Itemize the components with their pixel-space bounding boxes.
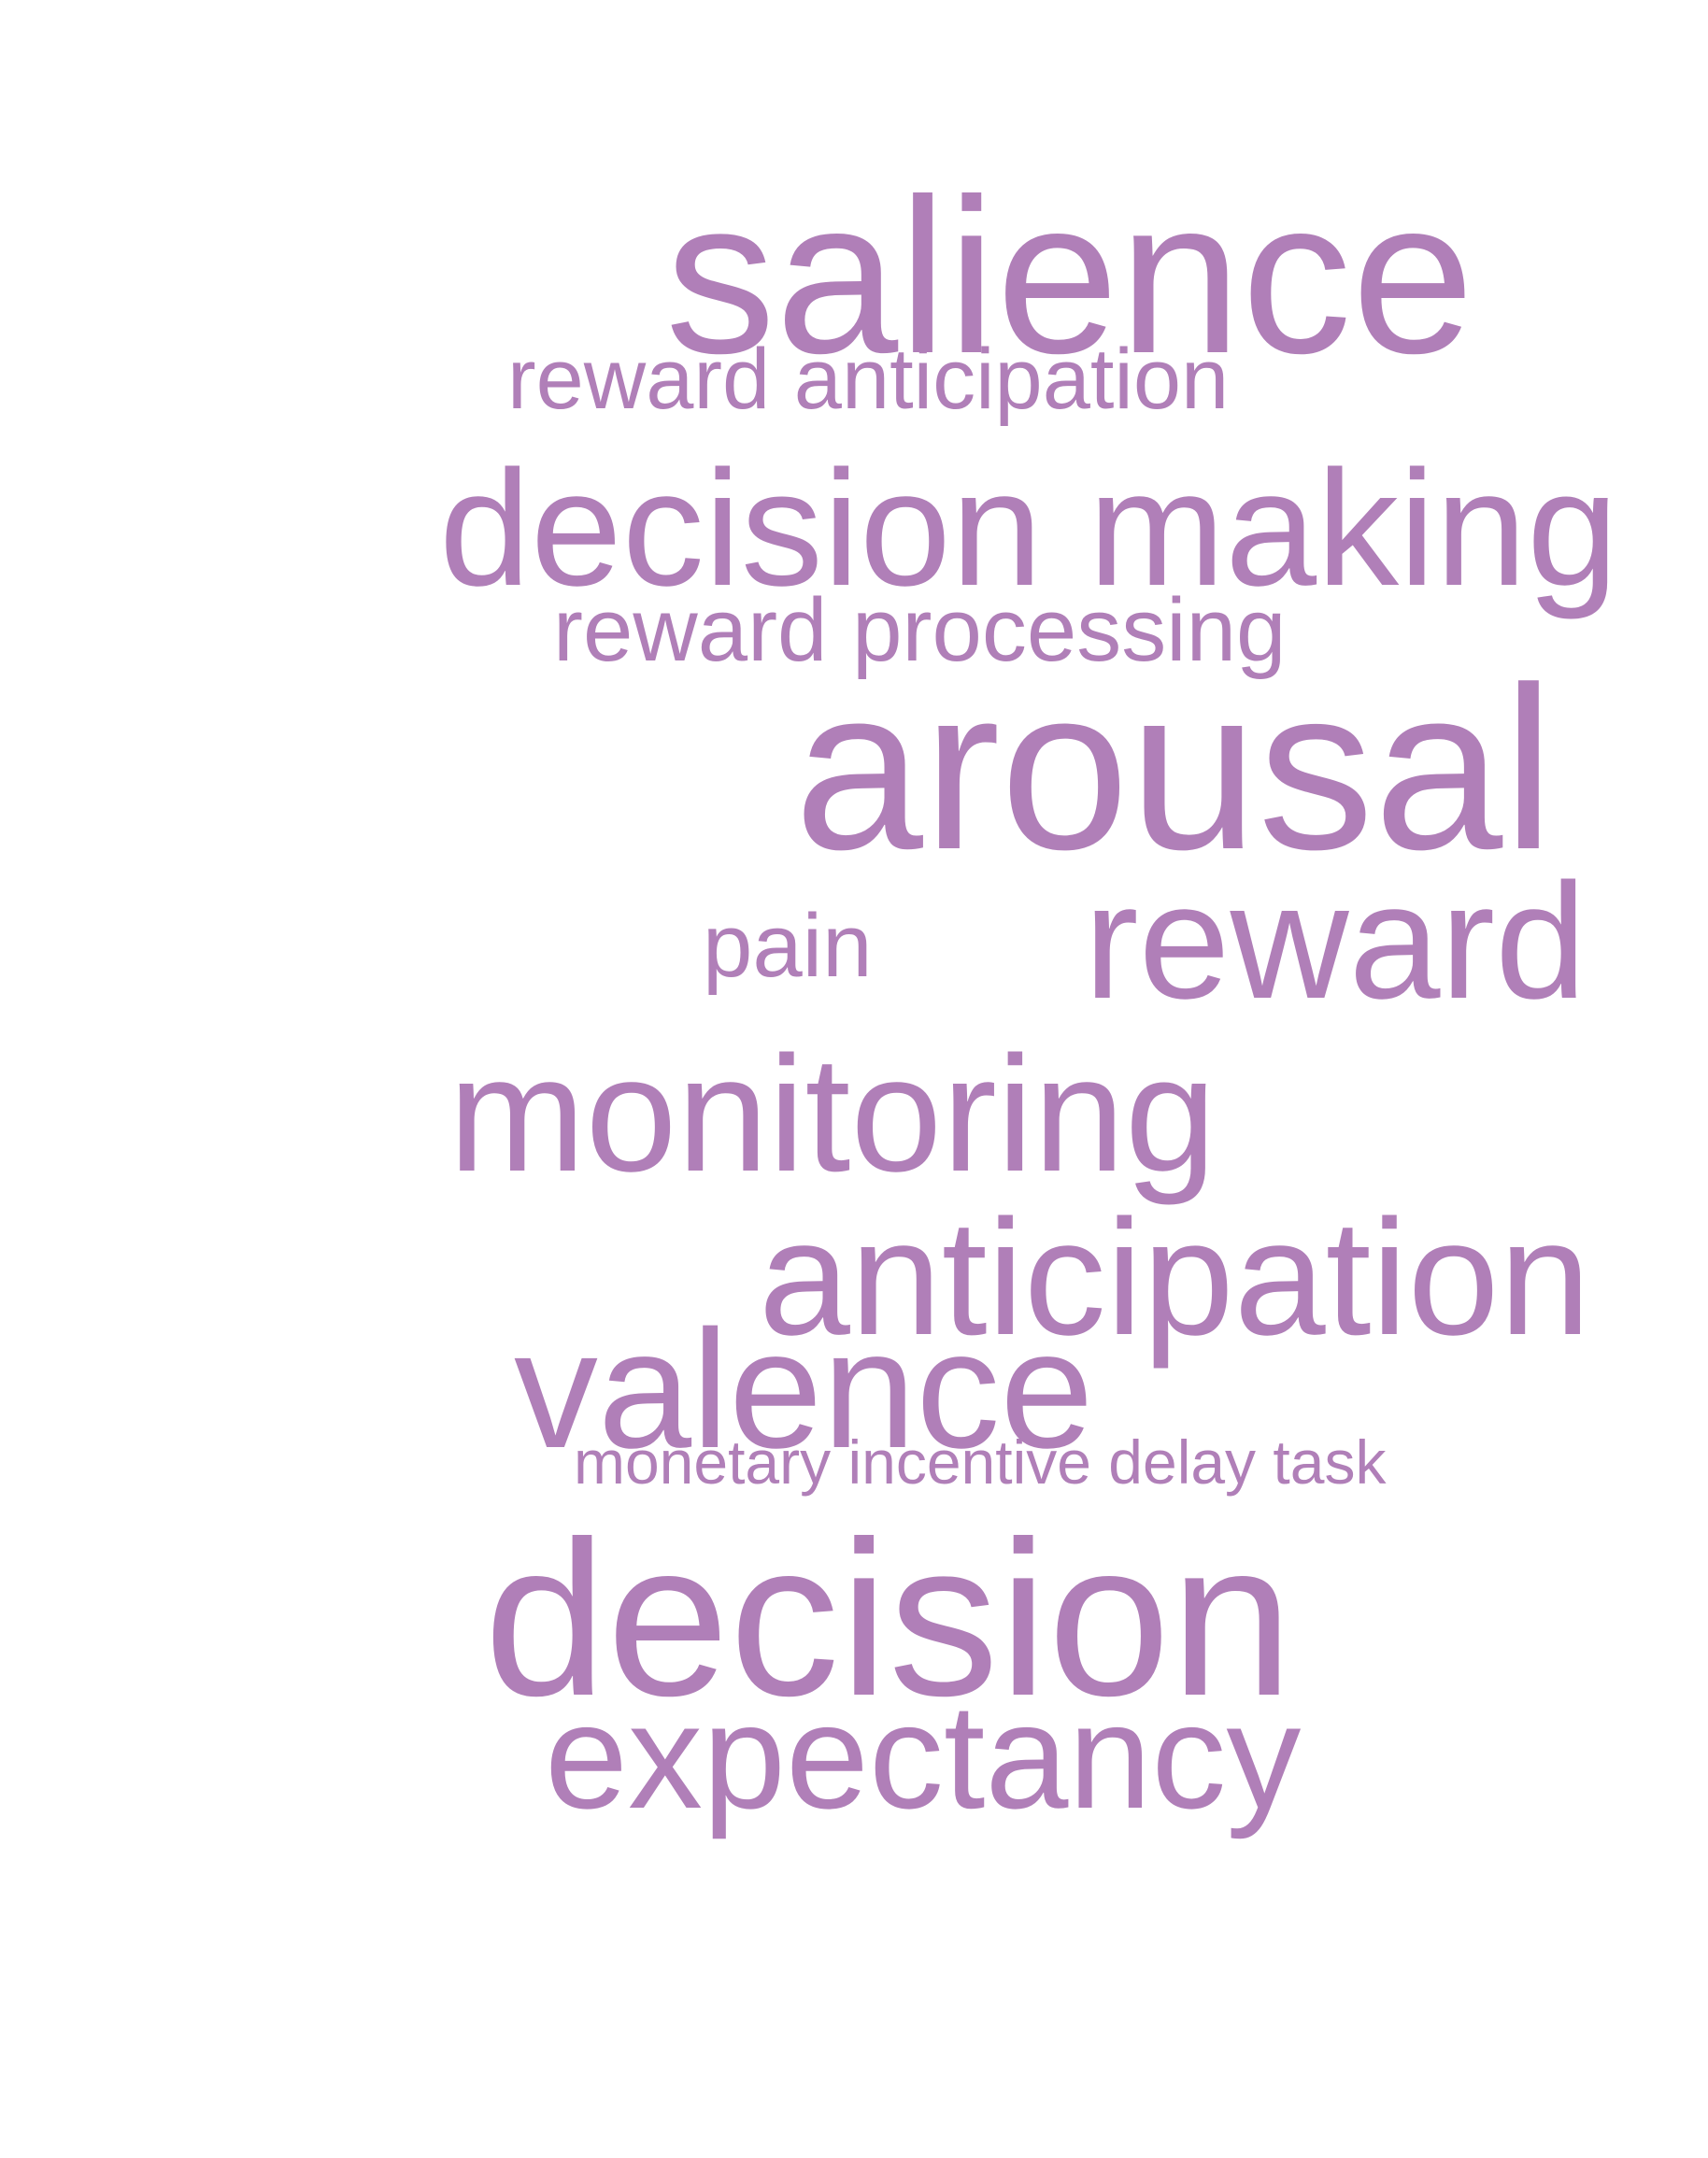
word-arousal: arousal [794,638,1555,898]
word-expectancy: expectancy [545,1672,1302,1839]
word-decision-making: decision making [439,437,1618,620]
word-anticipation: anticipation [759,1186,1591,1370]
word-valence: valence [514,1296,1094,1484]
word-salience: salience [665,153,1474,400]
word-reward-anticipation: reward anticipation [507,332,1230,427]
word-decision: decision [484,1496,1293,1742]
word-monetary-incentive-delay-task: monetary incentive delay task [574,1427,1387,1497]
word-reward: reward [1084,850,1587,1033]
word-monitoring: monitoring [448,1023,1217,1206]
word-pain: pain [703,896,873,996]
word-reward-processing: reward processing [553,580,1287,680]
